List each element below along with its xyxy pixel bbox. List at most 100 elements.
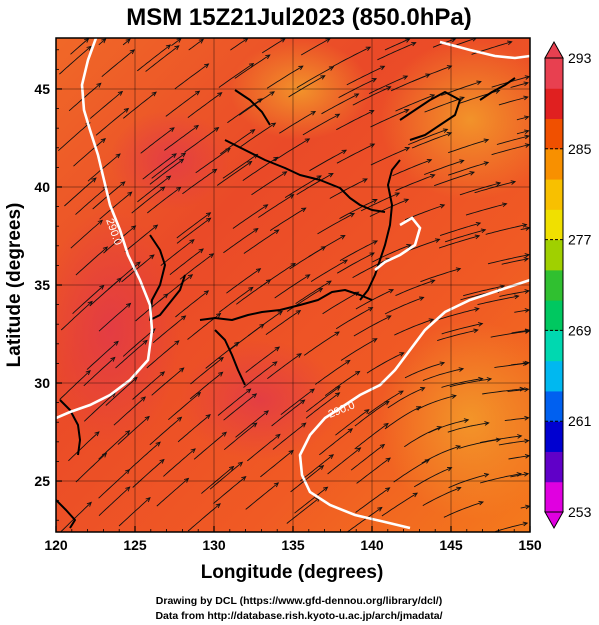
streamline: [140, 127, 175, 154]
streamline: [448, 139, 489, 154]
streamline-arrowhead: [257, 98, 263, 103]
streamline: [165, 90, 200, 117]
streamline-arrowhead: [189, 239, 195, 244]
streamline-arrowhead: [524, 129, 530, 135]
colorbar-segment: [545, 118, 563, 150]
streamline: [387, 387, 425, 409]
streamline-arrowhead: [178, 158, 185, 164]
streamline-arrowhead: [298, 65, 304, 71]
streamline-arrowhead: [510, 180, 517, 185]
streamline: [339, 199, 378, 219]
streamline-arrowhead: [159, 458, 165, 464]
streamline-arrowhead: [379, 443, 386, 449]
x-tick-label: 145: [439, 537, 463, 553]
streamline-arrowhead: [174, 340, 180, 346]
streamline-arrowhead: [113, 340, 119, 346]
colorbar-label: 293: [568, 50, 592, 66]
colorbar-segment: [545, 269, 563, 301]
streamline-arrowhead: [151, 91, 157, 97]
streamline-arrowhead: [347, 428, 354, 434]
streamline-arrowhead: [475, 221, 482, 227]
streamline: [223, 228, 259, 254]
colorbar-label: 253: [568, 504, 592, 520]
streamline: [355, 289, 394, 310]
streamline: [504, 417, 529, 422]
streamline: [444, 229, 486, 243]
streamline: [234, 54, 271, 79]
colorbar-label: 269: [568, 322, 592, 338]
streamline-arrowhead: [270, 122, 277, 128]
streamline: [232, 204, 268, 229]
streamline-arrowhead: [364, 409, 370, 414]
streamline: [336, 143, 375, 164]
streamline-arrowhead: [295, 310, 302, 315]
streamline-arrowhead: [101, 38, 107, 44]
streamline-arrowhead: [404, 38, 411, 43]
streamline-arrowhead: [300, 399, 306, 405]
streamline: [101, 49, 135, 78]
streamline: [151, 367, 184, 396]
streamline-arrowhead: [523, 257, 530, 262]
streamline: [75, 246, 108, 276]
streamline-arrowhead: [522, 223, 528, 228]
streamline: [408, 128, 448, 146]
streamline-arrowhead: [241, 476, 247, 481]
streamline: [411, 132, 452, 149]
contour-line: [56, 38, 154, 420]
streamline-arrowhead: [523, 95, 529, 101]
streamline: [449, 378, 492, 388]
streamline-arrowhead: [355, 370, 361, 376]
streamline-arrowhead: [97, 219, 103, 225]
streamline-arrowhead: [125, 430, 131, 436]
streamline: [510, 362, 529, 366]
streamline: [274, 274, 310, 299]
streamline: [176, 212, 211, 239]
streamline: [142, 153, 177, 180]
streamline: [163, 448, 196, 477]
streamline: [441, 378, 483, 388]
streamline: [75, 452, 107, 483]
streamline: [273, 138, 310, 162]
streamline: [394, 318, 434, 336]
coastline-path: [234, 89, 271, 126]
streamline-arrowhead: [320, 75, 326, 80]
streamline: [226, 268, 261, 294]
streamline: [70, 38, 89, 55]
streamline: [245, 482, 279, 510]
streamline-arrowhead: [424, 459, 430, 464]
streamline: [115, 340, 148, 369]
streamline: [412, 65, 452, 82]
streamline: [309, 149, 347, 172]
streamline-arrowhead: [524, 308, 530, 313]
streamline: [416, 395, 457, 411]
streamline: [89, 277, 122, 307]
streamline-arrowhead: [274, 229, 280, 235]
streamline: [137, 44, 171, 72]
streamline: [122, 328, 156, 357]
streamline-arrowhead: [420, 387, 426, 392]
streamline-arrowhead: [473, 328, 479, 334]
streamline-arrowhead: [419, 296, 425, 301]
streamline: [279, 111, 316, 134]
streamline-arrowhead: [91, 177, 97, 183]
streamline: [240, 122, 276, 148]
streamline-arrowhead: [502, 202, 508, 208]
streamline: [70, 220, 103, 249]
streamline: [516, 130, 529, 135]
streamline: [149, 416, 182, 446]
streamline: [511, 329, 530, 334]
streamline-arrowhead: [198, 38, 205, 44]
streamline-arrowhead: [309, 388, 315, 394]
streamline-arrowhead: [367, 307, 374, 312]
contour-line: [439, 40, 530, 60]
streamline-arrowhead: [478, 376, 484, 382]
streamline: [251, 171, 287, 196]
streamline: [98, 38, 106, 46]
streamline-arrowhead: [524, 253, 530, 258]
map-plot-area: 290.0 290.0: [56, 38, 530, 532]
streamline-arrowhead: [263, 204, 269, 209]
streamline-arrowhead: [204, 63, 210, 69]
footer-credit-data: Data from http://database.rish.kyoto-u.a…: [155, 610, 442, 622]
streamline: [438, 235, 480, 249]
